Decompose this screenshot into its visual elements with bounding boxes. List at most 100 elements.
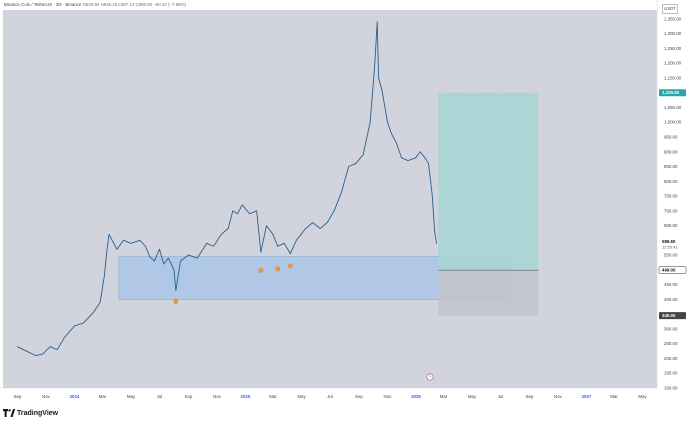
clock-icon[interactable]	[426, 373, 434, 381]
x-tick-jul: Jul	[157, 394, 163, 399]
currency-badge[interactable]: USDT	[662, 4, 678, 14]
zones	[118, 92, 539, 316]
price-point	[326, 222, 328, 223]
x-tick-nov: Nov	[213, 394, 222, 399]
price-point	[312, 222, 314, 223]
price-point	[348, 166, 350, 167]
ohlc-values: O629.92 H646.15 L587.14 C589.50 −50.42 (…	[82, 2, 187, 7]
y-tick-1-250-00: 1,250.00	[664, 46, 682, 51]
price-point	[387, 121, 388, 123]
x-tick-2027: 2027	[582, 394, 592, 399]
x-tick-2024: 2024	[70, 394, 80, 399]
price-point	[260, 251, 262, 253]
price-label-target: 1,100.00	[662, 90, 680, 95]
price-point	[319, 228, 321, 229]
x-tick-nov: Nov	[384, 394, 393, 399]
price-point	[277, 245, 279, 247]
y-tick-850-00: 850.00	[664, 164, 678, 169]
y-tick-700-00: 700.00	[664, 208, 678, 213]
x-tick-may: May	[127, 394, 136, 399]
x-tick-2025: 2025	[241, 394, 251, 399]
price-point	[42, 353, 44, 355]
price-point	[56, 349, 58, 350]
price-point	[213, 245, 215, 247]
price-point	[289, 253, 291, 254]
price-axis[interactable]: 1,350.00 1,300.00 1,250.00 1,200.00 1,150.00…	[656, 0, 682, 391]
price-point	[74, 325, 75, 327]
price-point	[206, 242, 208, 244]
price-point	[391, 133, 393, 135]
price-point	[99, 302, 101, 303]
profit-zone	[438, 92, 539, 271]
price-point	[17, 346, 18, 348]
price-label-last: 589.50	[662, 239, 676, 244]
y-tick-650-00: 650.00	[664, 223, 678, 228]
price-point	[196, 257, 198, 259]
price-point	[355, 163, 357, 164]
x-tick-mar: Mar	[440, 394, 448, 399]
y-tick-1-150-00: 1,150.00	[664, 75, 682, 80]
price-point	[249, 213, 251, 215]
price-point	[49, 346, 51, 348]
price-point	[419, 151, 421, 153]
brand-name: TradingView	[17, 409, 59, 417]
price-point	[431, 195, 433, 197]
price-point	[340, 192, 342, 194]
price-point	[376, 21, 378, 23]
x-tick-jul: Jul	[498, 394, 504, 399]
price-series	[17, 21, 437, 356]
y-tick-300-00: 300.00	[664, 326, 678, 331]
y-tick-200-00: 200.00	[664, 356, 678, 361]
price-point	[362, 154, 364, 156]
pivot-marker	[287, 263, 293, 269]
price-point	[111, 238, 112, 240]
price-point	[180, 260, 181, 262]
price-label-entry: 499.00	[662, 267, 676, 272]
y-tick-950-00: 950.00	[664, 134, 678, 139]
loss-zone	[438, 270, 539, 316]
x-tick-sep: Sep	[526, 394, 534, 399]
x-tick-may: May	[468, 394, 477, 399]
price-point	[424, 157, 426, 159]
price-point	[82, 322, 84, 324]
price-point	[139, 239, 141, 241]
price-point	[26, 350, 27, 352]
price-point	[63, 337, 65, 339]
price-point	[241, 204, 243, 206]
y-tick-900-00: 900.00	[664, 149, 678, 154]
tradingview-logo-icon	[3, 409, 15, 417]
price-point	[35, 355, 37, 356]
x-tick-sep: Sep	[185, 394, 193, 399]
symbol-name: Binance Coin / TetherUS · 3D · Binance	[4, 2, 82, 7]
y-tick-450-00: 450.00	[664, 282, 678, 287]
price-point	[395, 142, 397, 144]
time-axis[interactable]: Sep Nov 2024 Mar May Jul Sep Nov 2025 Mar May Jul Se…	[0, 387, 657, 399]
x-tick-mar: Mar	[99, 394, 107, 399]
x-tick-jul: Jul	[327, 394, 333, 399]
price-point	[434, 231, 435, 232]
y-tick-550-00: 550.00	[664, 253, 678, 258]
price-point	[106, 251, 108, 253]
price-point	[266, 225, 267, 226]
x-tick-sep: Sep	[14, 394, 22, 399]
price-point	[227, 228, 229, 229]
x-tick-nov: Nov	[42, 394, 51, 399]
x-grid	[17, 10, 643, 388]
y-tick-100-00: 100.00	[664, 386, 678, 391]
price-point	[333, 210, 335, 212]
y-tick-750-00: 750.00	[664, 194, 678, 199]
price-point	[145, 245, 146, 247]
price-point	[296, 239, 297, 241]
y-tick-1-000-00: 1,000.00	[664, 120, 682, 125]
pivot-marker	[275, 266, 281, 272]
price-point	[374, 62, 376, 64]
price-point	[104, 275, 105, 277]
price-point	[369, 121, 371, 123]
price-point	[415, 157, 417, 159]
y-tick-1-350-00: 1,350.00	[664, 16, 682, 21]
price-label-box-entry	[658, 266, 687, 274]
footer-brand: TradingView	[3, 409, 58, 417]
price-label-box-target	[659, 89, 686, 97]
